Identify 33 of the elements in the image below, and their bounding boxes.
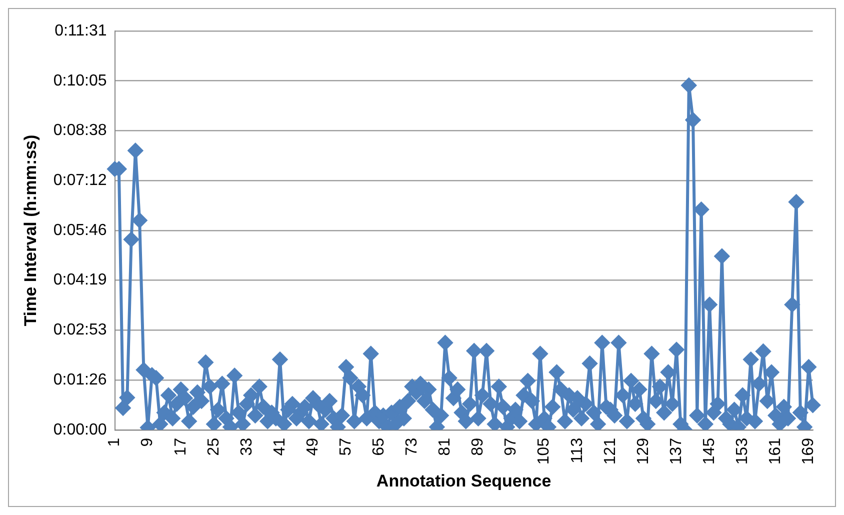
y-tick-label: 0:01:26	[53, 371, 107, 388]
x-tick-label: 25	[205, 438, 222, 456]
x-tick-label: 81	[436, 438, 454, 456]
y-tick-label: 0:11:31	[54, 22, 107, 40]
x-tick-label: 105	[536, 438, 553, 465]
x-tick-label: 169	[800, 438, 818, 465]
x-tick-label: 161	[767, 438, 784, 465]
x-tick-label: 73	[404, 438, 421, 456]
x-tick-label: 113	[568, 438, 586, 464]
x-tick-label: 17	[172, 438, 190, 456]
x-tick-label: 49	[304, 438, 322, 456]
x-tick-label: 97	[502, 438, 520, 456]
y-tick-label: 0:08:38	[53, 122, 107, 140]
y-tick-label: 0:07:12	[53, 172, 107, 189]
x-tick-label: 129	[634, 438, 652, 465]
y-tick-label: 0:02:53	[53, 322, 107, 339]
x-tick-label: 41	[271, 438, 288, 456]
y-tick-label: 0:04:19	[53, 272, 107, 289]
x-tick-label: 89	[470, 438, 487, 456]
x-tick-label: 121	[602, 438, 619, 465]
x-tick-label: 33	[238, 438, 256, 456]
x-tick-label: 153	[734, 438, 751, 465]
y-tick-label: 0:05:46	[53, 222, 107, 239]
x-tick-label: 1	[106, 438, 124, 447]
x-tick-label: 65	[370, 438, 388, 456]
x-tick-label: 9	[139, 438, 156, 447]
y-tick-label: 0:00:00	[53, 421, 107, 438]
x-tick-label: 145	[700, 438, 718, 465]
x-tick-label: 57	[337, 438, 354, 456]
y-axis-title: Time Interval (h:mm:ss)	[20, 134, 40, 326]
x-tick-label: 137	[668, 438, 685, 465]
x-axis-title: Annotation Sequence	[376, 471, 552, 490]
y-tick-label: 0:10:05	[53, 72, 107, 90]
